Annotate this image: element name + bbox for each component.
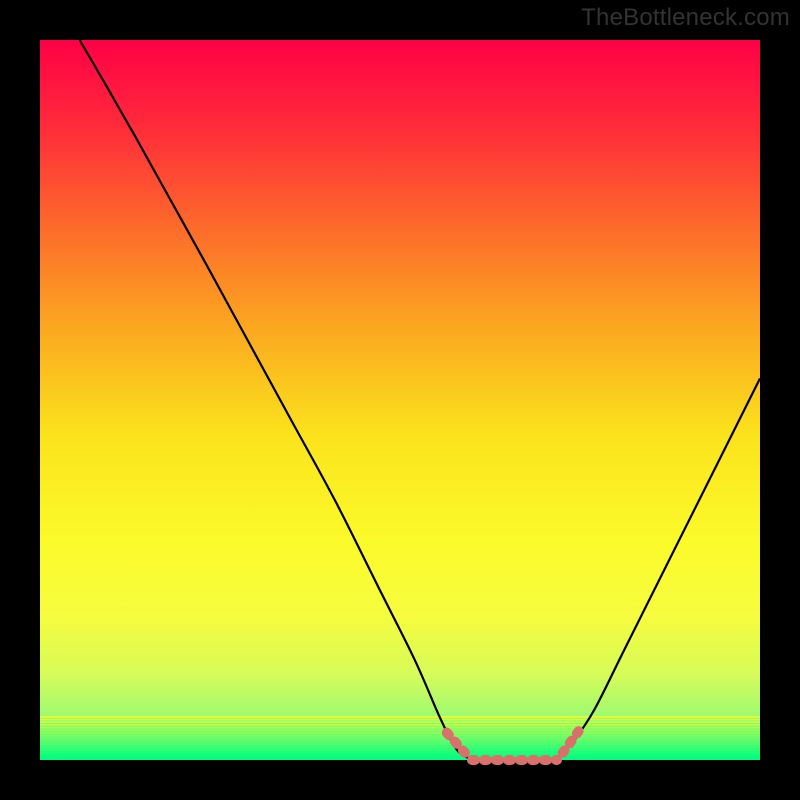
gradient-v-chart <box>0 0 800 800</box>
watermark-text: TheBottleneck.com <box>581 4 790 32</box>
chart-container: TheBottleneck.com <box>0 0 800 800</box>
